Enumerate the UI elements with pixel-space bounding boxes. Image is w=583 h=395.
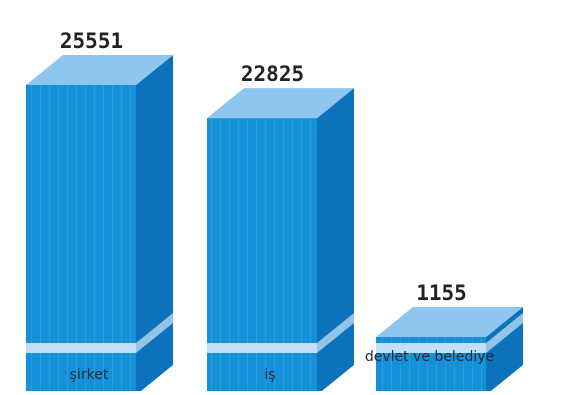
bar-side-face — [317, 88, 354, 395]
bar-3: 1155 devlet ve belediye — [365, 281, 523, 395]
value-label: 22825 — [241, 62, 304, 86]
bar-band-side — [317, 313, 354, 353]
value-label: 25551 — [60, 29, 123, 53]
bar-top-face — [26, 55, 173, 85]
bars-layer: 25551 şirket 22825 iş 1155 devlet ve belediye — [26, 29, 523, 395]
bar-1: 25551 şirket — [26, 29, 173, 395]
bar-side-face — [136, 55, 173, 395]
bar-top-face — [376, 307, 523, 337]
bar-band — [26, 343, 136, 353]
category-label: devlet ve belediye — [365, 349, 494, 365]
category-label: iş — [264, 367, 275, 383]
header-text — [0, 0, 583, 5]
bar-band-side — [136, 313, 173, 353]
bar-band-side — [486, 313, 523, 353]
value-label: 1155 — [416, 281, 467, 305]
bar-band — [207, 343, 317, 353]
category-label: şirket — [70, 367, 109, 383]
bar-top-face — [207, 88, 354, 119]
bar-2: 22825 iş — [207, 62, 354, 395]
bar-band — [376, 343, 486, 353]
